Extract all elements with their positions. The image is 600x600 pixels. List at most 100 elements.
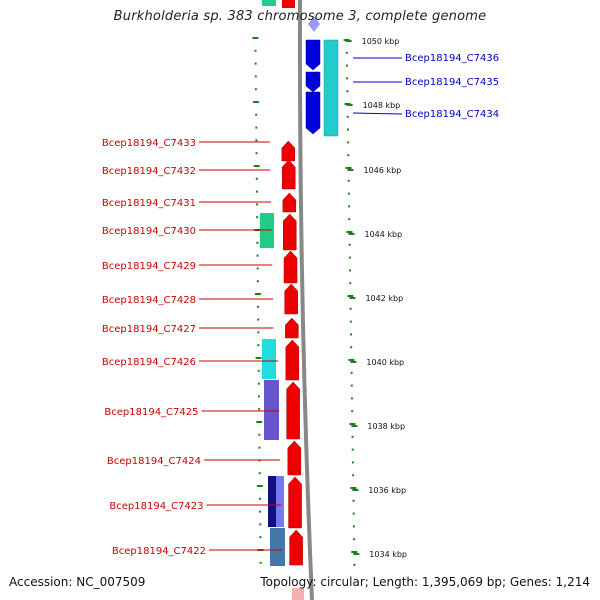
- ruler-tick: [255, 190, 258, 193]
- feature-teal: [323, 39, 339, 137]
- ruler-tick: [259, 561, 262, 564]
- ruler-tick: [257, 369, 260, 372]
- ruler-tick: [256, 216, 259, 219]
- ruler-tick: [348, 256, 351, 259]
- ruler-tick: [349, 282, 352, 285]
- feature-lavender: [276, 476, 284, 527]
- ruler-tick: [350, 397, 353, 400]
- ruler-tick: [256, 267, 259, 270]
- left-ruler-track: [252, 37, 264, 564]
- gene-label-Bcep18194_C7424: Bcep18194_C7424: [107, 456, 201, 467]
- ruler-tick: [257, 395, 260, 398]
- forward-gene-Bcep18194_C7425: [286, 381, 300, 440]
- gene-label-Bcep18194_C7427: Bcep18194_C7427: [102, 324, 196, 335]
- ruler-tick: [255, 152, 258, 155]
- rna-feature-partial: [262, 0, 276, 6]
- forward-gene-Bcep18194_C7423: [288, 476, 302, 529]
- ruler-tick: [255, 139, 258, 142]
- ruler-major-tick: [347, 169, 354, 171]
- feature-cyan: [262, 339, 276, 379]
- ruler-label-1044-kbp: 1044 kbp: [365, 230, 403, 239]
- ruler-tick: [257, 344, 260, 347]
- ruler-tick: [258, 446, 261, 449]
- gene-label-Bcep18194_C7430: Bcep18194_C7430: [102, 226, 196, 237]
- ruler-tick: [255, 357, 262, 359]
- ruler-label-1042-kbp: 1042 kbp: [365, 294, 403, 303]
- ruler-tick: [257, 305, 260, 308]
- ruler-tick: [346, 115, 349, 118]
- ruler-label-1050-kbp: 1050 kbp: [362, 37, 400, 46]
- ruler-tick: [352, 512, 355, 515]
- ruler-tick: [255, 113, 258, 116]
- gene-label-Bcep18194_C7435: Bcep18194_C7435: [405, 77, 499, 88]
- ruler-tick: [258, 408, 261, 411]
- ruler-tick: [256, 280, 259, 283]
- ruler-tick: [347, 141, 350, 144]
- ruler-tick: [347, 179, 350, 182]
- ruler-major-tick: [352, 489, 359, 491]
- ruler-tick: [345, 167, 352, 169]
- ruler-tick: [348, 243, 351, 246]
- ruler-tick: [349, 269, 352, 272]
- forward-gene-Bcep18194_C7432: [281, 159, 296, 190]
- ruler-tick: [350, 346, 353, 349]
- ruler-tick: [352, 474, 355, 477]
- ruler-tick: [347, 154, 350, 157]
- ruler-tick: [351, 435, 354, 438]
- ruler-label-1048-kbp: 1048 kbp: [363, 101, 401, 110]
- ruler-tick: [346, 77, 349, 80]
- ruler-tick: [350, 384, 353, 387]
- forward-gene-Bcep18194_C7422: [289, 529, 303, 566]
- ruler-tick: [346, 90, 349, 93]
- gene-label-Bcep18194_C7434: Bcep18194_C7434: [405, 109, 499, 120]
- ruler-tick: [346, 231, 353, 233]
- forward-gene-partial-faded: [292, 588, 304, 600]
- forward-gene-Bcep18194_C7424: [287, 440, 302, 476]
- forward-gene-Bcep18194_C7433: [281, 140, 296, 162]
- ruler-tick: [256, 254, 259, 257]
- ruler-tick: [350, 487, 357, 489]
- ruler-major-tick: [351, 425, 358, 427]
- ruler-major-tick: [346, 104, 353, 106]
- ruler-major-tick: [345, 40, 352, 42]
- ruler-tick: [345, 64, 348, 67]
- genome-backbone: [297, 0, 314, 600]
- ruler-tick: [350, 333, 353, 336]
- reverse-gene-Bcep18194_C7434: [305, 91, 321, 135]
- gene-label-Bcep18194_C7431: Bcep18194_C7431: [102, 198, 196, 209]
- ruler-tick: [254, 75, 257, 78]
- forward-gene-Bcep18194_C7430: [283, 213, 297, 251]
- ruler-tick: [351, 410, 354, 413]
- ruler-tick: [352, 499, 355, 502]
- ruler-tick: [347, 192, 350, 195]
- ruler-tick: [257, 382, 260, 385]
- ruler-tick: [259, 523, 262, 526]
- gene-label-Bcep18194_C7428: Bcep18194_C7428: [102, 295, 196, 306]
- gene-label-Bcep18194_C7426: Bcep18194_C7426: [102, 357, 196, 368]
- genome-summary-text: Topology: circular; Length: 1,395,069 bp…: [260, 575, 590, 589]
- accession-text: Accession: NC_007509: [9, 575, 146, 589]
- ruler-tick: [257, 331, 260, 334]
- gene-label-Bcep18194_C7429: Bcep18194_C7429: [102, 261, 196, 272]
- feature-steel: [270, 528, 285, 566]
- ruler-tick: [256, 203, 259, 206]
- reverse-gene-Bcep18194_C7435: [305, 71, 321, 93]
- ruler-tick: [345, 51, 348, 54]
- gene-label-Bcep18194_C7433: Bcep18194_C7433: [102, 138, 196, 149]
- ruler-label-1034-kbp: 1034 kbp: [369, 550, 407, 559]
- ruler-major-tick: [350, 361, 357, 363]
- ruler-tick: [353, 563, 356, 566]
- ruler-tick: [350, 371, 353, 374]
- ruler-tick: [348, 218, 351, 221]
- forward-gene-Bcep18194_C7428: [284, 283, 298, 315]
- gene-leader-Bcep18194_C7434: [352, 112, 403, 115]
- forward-gene-Bcep18194_C7429: [283, 250, 298, 284]
- reverse-gene-partial: [308, 16, 320, 32]
- right-ruler-track: [343, 39, 358, 566]
- ruler-tick: [259, 536, 262, 539]
- ruler-tick: [349, 320, 352, 323]
- ruler-label-1040-kbp: 1040 kbp: [366, 358, 404, 367]
- ruler-tick: [255, 177, 258, 180]
- ruler-label-1036-kbp: 1036 kbp: [368, 486, 406, 495]
